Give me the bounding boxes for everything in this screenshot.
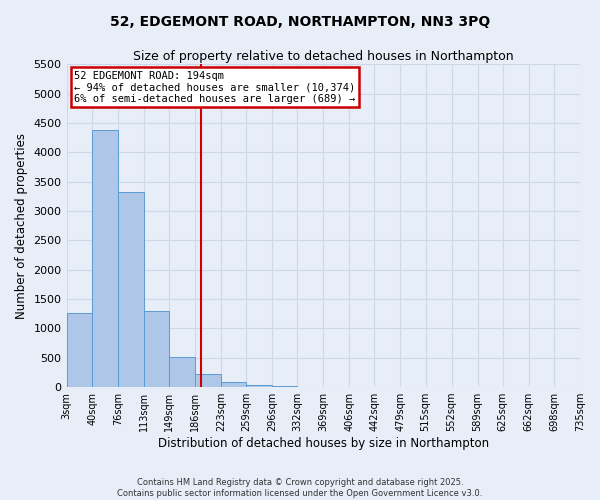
Text: 52, EDGEMONT ROAD, NORTHAMPTON, NN3 3PQ: 52, EDGEMONT ROAD, NORTHAMPTON, NN3 3PQ [110, 15, 490, 29]
X-axis label: Distribution of detached houses by size in Northampton: Distribution of detached houses by size … [158, 437, 489, 450]
Bar [272, 386, 298, 387]
Bar [118, 192, 144, 387]
Bar [92, 130, 118, 387]
Bar [246, 386, 272, 387]
Bar [221, 382, 246, 387]
Title: Size of property relative to detached houses in Northampton: Size of property relative to detached ho… [133, 50, 514, 63]
Y-axis label: Number of detached properties: Number of detached properties [15, 132, 28, 318]
Text: 52 EDGEMONT ROAD: 194sqm
← 94% of detached houses are smaller (10,374)
6% of sem: 52 EDGEMONT ROAD: 194sqm ← 94% of detach… [74, 70, 355, 104]
Text: Contains HM Land Registry data © Crown copyright and database right 2025.
Contai: Contains HM Land Registry data © Crown c… [118, 478, 482, 498]
Bar [169, 357, 195, 387]
Bar [144, 312, 169, 387]
Bar [67, 312, 92, 387]
Bar [195, 374, 221, 387]
